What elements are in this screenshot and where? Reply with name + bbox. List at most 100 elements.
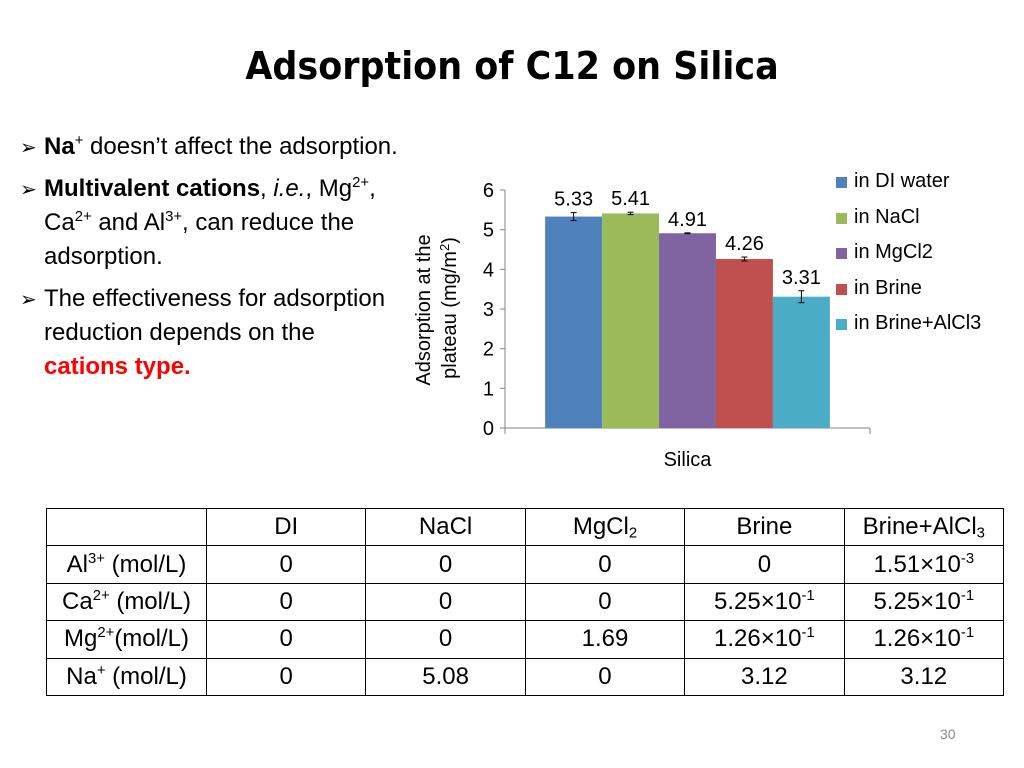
cell-exponent: -1	[801, 588, 815, 605]
al-label: Al	[143, 209, 166, 236]
y-tick-label: 0	[483, 418, 494, 440]
table-row: Al3+ (mol/L) 0 0 0 0 1.51×10-3	[46, 545, 1005, 584]
bullet-list: ➢ Na+ doesn’t affect the adsorption. ➢ M…	[20, 130, 400, 392]
ca-ion: Ca	[62, 587, 93, 615]
page-number: 30	[940, 726, 956, 742]
table-cell: 0	[365, 582, 526, 622]
table-cell: 5.08	[365, 657, 526, 697]
ca-label: Ca	[44, 209, 75, 236]
brine-alcl3-main: Brine+AlCl	[862, 513, 977, 541]
table-cell: 3.12	[843, 657, 1005, 697]
data-label: 3.31	[782, 267, 821, 289]
data-label: 5.33	[554, 189, 593, 211]
y-tick-label: 6	[483, 180, 494, 202]
bullet-3: ➢ The effectiveness for adsorption reduc…	[20, 282, 400, 384]
table-cell: 0	[524, 657, 686, 697]
bullet-1: ➢ Na+ doesn’t affect the adsorption.	[20, 130, 400, 164]
y-tick-label: 5	[483, 220, 494, 242]
table-cell: 1.26×10-1	[843, 620, 1005, 659]
bullet-1-text: doesn’t affect the adsorption.	[83, 133, 398, 160]
table-row: Ca2+ (mol/L) 0 0 0 5.25×10-1 5.25×10-1	[46, 582, 1005, 622]
mg-charge: 2+	[352, 175, 370, 192]
row-label-mg: Mg2+(mol/L)	[46, 620, 207, 659]
y-axis-label-main: plateau (mg/m	[439, 251, 461, 379]
table-cell: 0	[524, 545, 686, 584]
bullet-2-comma: ,	[260, 175, 274, 202]
mg-label: Mg	[318, 175, 353, 202]
na-unit: (mol/L)	[105, 662, 187, 690]
legend-item-di-water: in DI water	[836, 170, 981, 206]
legend-swatch-brine	[836, 283, 847, 295]
ca-ion-charge: 2+	[92, 588, 110, 605]
row-label-ca: Ca2+ (mol/L)	[46, 582, 207, 622]
bullet-2-text: , can reduce the adsorption.	[44, 209, 355, 270]
table-cell: 1.51×10-3	[843, 545, 1005, 584]
legend-swatch-di-water	[836, 177, 847, 188]
bullet-2-sep2: and	[91, 209, 144, 236]
cell-main: 5.25×10	[714, 587, 802, 615]
table-cell: 0	[365, 620, 526, 659]
table-header-row: DI NaCl MgCl2 Brine Brine+AlCl3	[46, 507, 1005, 547]
ion-concentration-table: DI NaCl MgCl2 Brine Brine+AlCl3 Al3+ (mo…	[46, 507, 1005, 697]
table-cell: 0	[524, 582, 686, 622]
mgcl2-main: MgCl	[572, 513, 629, 541]
table-cell: 3.12	[684, 657, 845, 697]
table-header-brine: Brine	[684, 507, 845, 547]
bar	[602, 213, 660, 428]
bar	[659, 233, 716, 428]
data-label: 4.26	[725, 233, 764, 255]
arrow-bullet-icon: ➢	[20, 287, 37, 311]
arrow-bullet-icon: ➢	[20, 135, 37, 159]
y-tick-label: 2	[483, 339, 494, 361]
cell-main: 1.51×10	[873, 550, 961, 578]
table-cell: 5.25×10-1	[843, 582, 1005, 622]
chart-legend: in DI water in NaCl in MgCl2 in Brine in…	[836, 170, 981, 348]
cell-exponent: -1	[960, 588, 975, 605]
cell-exponent: -3	[960, 550, 975, 567]
al-ion-charge: 3+	[88, 550, 105, 567]
bar	[545, 216, 603, 428]
table-cell: 0	[365, 545, 526, 584]
bullet-2-sep1: ,	[369, 175, 376, 202]
y-tick-label: 4	[483, 259, 494, 281]
table-cell: 5.25×10-1	[684, 582, 845, 622]
legend-swatch-brine-alcl3	[836, 319, 847, 330]
y-axis-label-line-1: Adsorption at the	[413, 234, 435, 385]
cell-exponent: -1	[960, 625, 975, 642]
y-axis-label-end: )	[439, 237, 461, 244]
mg-ion-charge: 2+	[97, 625, 115, 642]
y-axis-label-line-2: plateau (mg/m2)	[437, 237, 461, 379]
data-label: 5.41	[611, 188, 650, 210]
legend-label-nacl: in NaCl	[854, 205, 920, 228]
arrow-bullet-icon: ➢	[20, 177, 37, 201]
y-axis-label-sup: 2	[437, 244, 452, 251]
cell-main: 1.26×10	[714, 625, 802, 653]
bar	[772, 296, 830, 428]
row-label-al: Al3+ (mol/L)	[46, 545, 207, 584]
ie-text: i.e.	[273, 175, 306, 202]
table-cell: 0	[205, 657, 367, 697]
legend-item-nacl: in NaCl	[836, 206, 981, 242]
table-cell: 1.69	[524, 620, 686, 659]
bullet-3-text: The effectiveness for adsorption reducti…	[44, 285, 386, 346]
legend-label-mgcl2: in MgCl2	[854, 241, 933, 263]
table-cell: 0	[205, 582, 367, 622]
na-ion: Na	[66, 662, 97, 690]
legend-item-brine: in Brine	[836, 277, 981, 313]
table-cell: 0	[205, 620, 367, 659]
cations-type-highlight: cations type.	[44, 353, 191, 380]
table-row: Na+ (mol/L) 0 5.08 0 3.12 3.12	[46, 657, 1005, 697]
table-row: Mg2+(mol/L) 0 0 1.69 1.26×10-1 1.26×10-1	[46, 620, 1005, 659]
legend-swatch-mgcl2	[836, 248, 847, 259]
cell-main: 5.25×10	[873, 587, 961, 615]
cell-exponent: -1	[801, 625, 815, 642]
legend-item-brine-alcl3: in Brine+AlCl3	[836, 312, 981, 348]
row-label-na: Na+ (mol/L)	[46, 657, 207, 697]
mg-unit: (mol/L)	[114, 625, 189, 653]
ca-unit: (mol/L)	[109, 587, 191, 615]
mgcl2-sub: 2	[628, 525, 638, 542]
table-header-corner	[46, 507, 207, 547]
bar	[715, 259, 773, 428]
y-tick-label: 1	[483, 378, 494, 400]
table-header-mgcl2: MgCl2	[524, 507, 686, 547]
